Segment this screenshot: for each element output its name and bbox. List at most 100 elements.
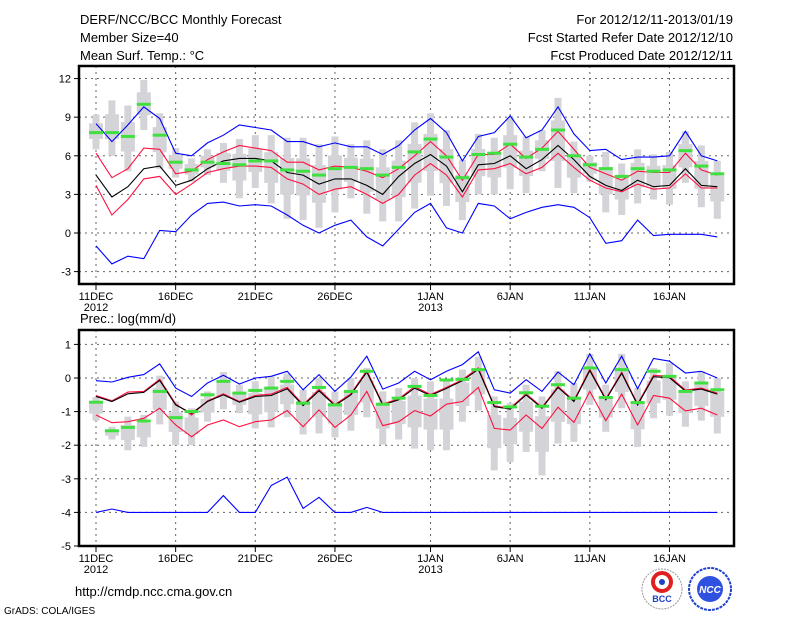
median-marker: [168, 416, 183, 420]
median-marker: [391, 396, 406, 400]
ensemble-quartile-box: [598, 167, 613, 195]
y-tick-label: 6: [65, 151, 71, 163]
median-marker: [312, 173, 327, 177]
median-marker: [407, 384, 422, 388]
median-marker: [280, 379, 295, 383]
ensemble-quartile-box: [519, 401, 534, 432]
median-marker: [535, 404, 550, 408]
x-tick-label: 16JAN: [653, 291, 686, 303]
median-marker: [471, 152, 486, 156]
median-marker: [455, 176, 470, 180]
ensemble-quartile-box: [614, 367, 629, 392]
ensemble-quartile-box: [327, 155, 342, 190]
median-marker: [439, 378, 454, 382]
x-tick-label: 11DEC: [79, 291, 114, 303]
x-tick-label: 1JAN: [417, 553, 444, 565]
median-marker: [503, 142, 518, 146]
median-marker: [455, 377, 470, 381]
median-marker: [598, 167, 613, 171]
ensemble-quartile-box: [662, 376, 677, 400]
spread-upper-line: [95, 130, 718, 182]
ensemble-quartile-box: [710, 391, 725, 417]
x-tick-label: 26DEC: [317, 553, 353, 565]
y-tick-label: 0: [65, 228, 71, 240]
precip-panel-title: Prec.: log(mm/d): [80, 311, 176, 326]
median-marker: [232, 391, 247, 395]
year-label: 2013: [418, 302, 442, 314]
ensemble-quartile-box: [566, 154, 581, 178]
ensemble-quartile-box: [375, 404, 390, 429]
ensemble-quartile-box: [89, 403, 103, 414]
median-marker: [312, 385, 327, 389]
ensemble-quartile-box: [423, 398, 438, 430]
ensemble-quartile-box: [582, 162, 597, 174]
ensemble-quartile-box: [248, 393, 263, 415]
ensemble-quartile-box: [280, 158, 295, 195]
median-marker: [136, 102, 151, 106]
median-marker: [598, 395, 613, 399]
median-marker: [550, 128, 565, 132]
ensemble-quartile-box: [184, 417, 199, 435]
ensemble-quartile-box: [646, 165, 661, 187]
bcc-logo-text: BCC: [652, 594, 672, 604]
median-marker: [519, 155, 534, 159]
median-marker: [89, 400, 103, 404]
ensemble-quartile-box: [630, 402, 645, 430]
mean-line: [95, 144, 718, 198]
median-marker: [710, 388, 725, 392]
y-tick-label: 0: [65, 373, 71, 385]
median-marker: [375, 173, 390, 177]
ensemble-quartile-box: [487, 414, 502, 449]
x-tick-label: 6JAN: [497, 553, 524, 565]
median-marker: [535, 147, 550, 151]
ensemble-quartile-box: [694, 383, 709, 406]
median-marker: [296, 401, 311, 405]
max-line: [95, 105, 718, 162]
temperature-panel: 12 9 6 3 0 -3 11DEC 16DEC 21DEC 26DEC 1JAN 6JAN 11JA…: [59, 64, 736, 314]
ensemble-quartile-box: [503, 135, 518, 168]
median-marker: [120, 425, 135, 429]
footer-url[interactable]: http://cmdp.ncc.cma.gov.cn: [75, 584, 232, 599]
year-label: 2012: [84, 302, 108, 314]
ensemble-quartile-box: [359, 158, 374, 192]
median-marker: [391, 165, 406, 169]
spread-lower-line: [95, 152, 718, 216]
median-marker: [152, 133, 167, 137]
median-marker: [359, 167, 374, 171]
spread-lower-line: [95, 386, 718, 438]
ensemble-quartile-box: [582, 366, 597, 390]
ensemble-quartile-box: [391, 400, 406, 425]
median-marker: [200, 393, 215, 397]
median-marker: [487, 401, 502, 405]
median-marker: [407, 150, 422, 154]
median-marker: [582, 366, 597, 370]
x-tick-label: 11JAN: [574, 291, 606, 303]
y-tick-label: 12: [59, 74, 71, 86]
ensemble-quartile-box: [503, 417, 518, 445]
plot-frame: [77, 328, 736, 548]
ensemble-quartile-box: [566, 397, 581, 425]
ensemble-quartile-box: [391, 160, 406, 198]
ensemble-quartile-box: [407, 395, 422, 428]
median-marker: [582, 163, 597, 167]
member-size: Member Size=40: [80, 30, 179, 45]
median-marker: [152, 389, 167, 393]
median-marker: [694, 381, 709, 385]
min-line: [95, 201, 718, 265]
ensemble-quartile-box: [598, 396, 613, 418]
ensemble-quartile-box: [200, 399, 215, 413]
y-tick-label: -4: [61, 507, 71, 519]
ensemble-quartile-box: [646, 380, 661, 404]
median-marker: [566, 154, 581, 158]
median-marker: [280, 168, 295, 172]
x-tick-label: 16JAN: [653, 553, 686, 565]
ncc-logo: NCC: [688, 567, 732, 611]
median-marker: [710, 172, 725, 176]
ensemble-quartile-box: [216, 152, 231, 171]
ensemble-quartile-box: [343, 157, 358, 183]
y-tick-label: -3: [61, 474, 71, 486]
mean-line: [95, 368, 718, 414]
ensemble-quartile-box: [550, 389, 565, 422]
year-label: 2013: [418, 564, 442, 576]
